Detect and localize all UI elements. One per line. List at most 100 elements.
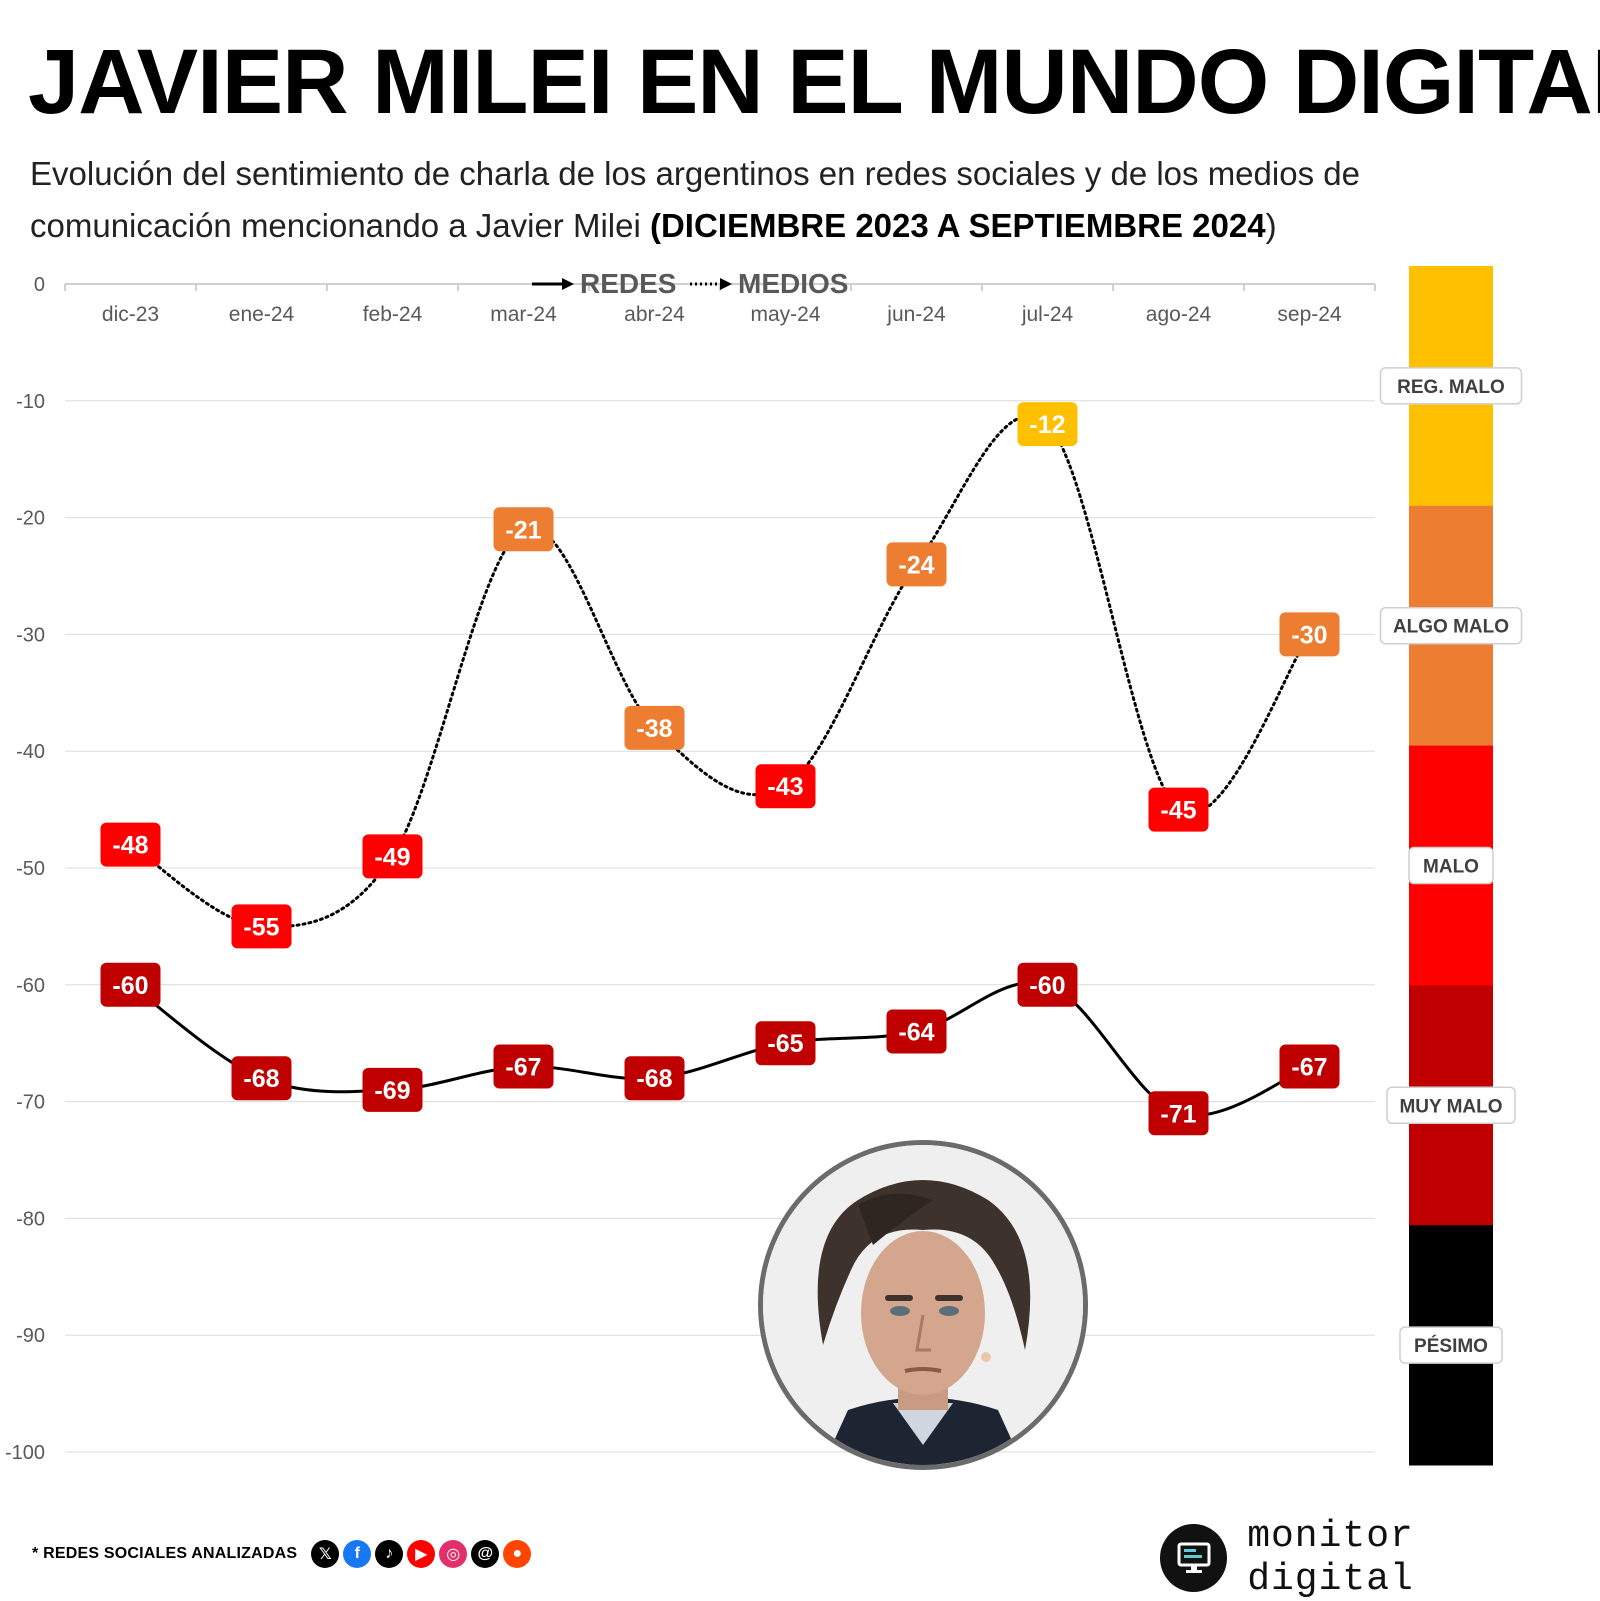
data-label: -60 bbox=[112, 972, 148, 1000]
series-line-medios bbox=[129, 414, 1311, 929]
data-label: -67 bbox=[1291, 1054, 1327, 1082]
data-label-box bbox=[231, 904, 292, 949]
data-label: -12 bbox=[1029, 411, 1065, 439]
data-point-redes: -65 bbox=[755, 1021, 816, 1066]
y-tick-label: -100 bbox=[5, 1442, 45, 1464]
y-tick-label: -30 bbox=[16, 624, 45, 646]
data-label: -71 bbox=[1160, 1100, 1196, 1128]
data-label-box bbox=[362, 1067, 423, 1112]
sentiment-scale: REG. MALO ALGO MALO MALO MUY MALO PÉSIMO bbox=[1379, 266, 1523, 1466]
data-label: -30 bbox=[1291, 621, 1327, 649]
data-label-box bbox=[362, 834, 423, 879]
scale-label: MUY MALO bbox=[1399, 1096, 1502, 1117]
data-label-box bbox=[1017, 962, 1078, 1007]
data-label-box bbox=[624, 705, 685, 750]
x-tick-label: ene-24 bbox=[229, 303, 295, 326]
legend-redes-label: REDES bbox=[580, 268, 676, 299]
y-tick-label: -70 bbox=[16, 1092, 45, 1114]
portrait-illustration bbox=[763, 1145, 1083, 1465]
y-tick-label: -90 bbox=[16, 1325, 45, 1347]
x-axis-ticks: dic-23 ene-24 feb-24 mar-24 abr-24 may-24 jun-… bbox=[102, 303, 1342, 326]
x-tick-label: jul-24 bbox=[1021, 303, 1074, 326]
data-label: -69 bbox=[374, 1077, 410, 1105]
data-point-medios: -38 bbox=[624, 705, 685, 750]
x-icon: 𝕏 bbox=[311, 1540, 340, 1568]
subtitle-date-range: (DICIEMBRE 2023 A SEPTIEMBRE 2024 bbox=[649, 207, 1266, 244]
y-tick-label: -60 bbox=[16, 975, 45, 997]
portrait-photo bbox=[758, 1140, 1088, 1470]
data-label: -49 bbox=[374, 843, 410, 871]
data-label: -67 bbox=[505, 1054, 541, 1082]
x-tick-label: sep-24 bbox=[1277, 303, 1342, 326]
x-tick-label: feb-24 bbox=[363, 303, 423, 326]
data-point-redes: -64 bbox=[886, 1009, 947, 1054]
data-labels: -60 -68 -69 -67 -68 -65 -64 -60 -71 -67 -48 -55 -49 -… bbox=[100, 402, 1340, 1136]
y-tick-label: 0 bbox=[34, 274, 45, 296]
scale-label-box bbox=[1408, 846, 1494, 885]
data-label: -68 bbox=[243, 1065, 279, 1093]
y-tick-label: -50 bbox=[16, 858, 45, 880]
scale-label: ALGO MALO bbox=[1393, 617, 1509, 638]
data-point-redes: -60 bbox=[100, 962, 161, 1007]
x-tick-label: dic-23 bbox=[102, 303, 159, 326]
data-label: -55 bbox=[243, 913, 279, 941]
data-point-medios: -12 bbox=[1017, 402, 1078, 447]
grid-lines bbox=[64, 283, 1376, 1453]
data-label-box bbox=[100, 962, 161, 1007]
data-point-redes: -69 bbox=[362, 1067, 423, 1112]
data-point-medios: -49 bbox=[362, 834, 423, 879]
subtitle-text: Evolución del sentimiento de charla de l… bbox=[30, 155, 1360, 244]
x-tick-label: mar-24 bbox=[490, 303, 557, 326]
data-point-medios: -24 bbox=[886, 542, 947, 587]
data-label-box bbox=[1017, 402, 1078, 447]
data-point-redes: -67 bbox=[1279, 1044, 1340, 1089]
data-point-medios: -43 bbox=[755, 764, 816, 809]
data-label: -45 bbox=[1160, 797, 1196, 825]
data-label-box bbox=[231, 1056, 292, 1101]
threads-icon: @ bbox=[471, 1540, 500, 1568]
brand: monitor digital bbox=[1160, 1515, 1600, 1601]
data-label: -24 bbox=[898, 551, 934, 579]
data-point-medios: -48 bbox=[100, 822, 161, 867]
data-point-redes: -60 bbox=[1017, 962, 1078, 1007]
data-point-medios: -30 bbox=[1279, 612, 1340, 657]
legend-medios-arrow bbox=[720, 278, 732, 290]
y-tick-label: -80 bbox=[16, 1208, 45, 1230]
scale-label-box bbox=[1379, 367, 1523, 405]
monitor-icon bbox=[1160, 1524, 1228, 1592]
facebook-icon: f bbox=[343, 1540, 372, 1568]
x-tick-label: abr-24 bbox=[624, 303, 685, 326]
data-label-box bbox=[493, 1044, 554, 1089]
data-label: -21 bbox=[505, 516, 541, 544]
data-label-box bbox=[624, 1056, 685, 1101]
data-label-box bbox=[1279, 1044, 1340, 1089]
data-label: -64 bbox=[898, 1019, 934, 1047]
reddit-icon: ● bbox=[503, 1540, 532, 1568]
data-label: -43 bbox=[767, 773, 803, 801]
scale-label-box bbox=[1379, 606, 1523, 645]
data-label: -60 bbox=[1029, 972, 1065, 1000]
instagram-icon: ◎ bbox=[439, 1540, 468, 1568]
data-label-box bbox=[100, 822, 161, 867]
y-tick-label: -10 bbox=[16, 391, 45, 413]
sentiment-line-chart: 0 -10 -20 -30 -40 -50 -60 -70 -80 -90 -100 dic-23 e… bbox=[5, 266, 1523, 1466]
data-label: -65 bbox=[767, 1030, 803, 1058]
data-point-medios: -45 bbox=[1148, 787, 1209, 832]
x-tick-label: jun-24 bbox=[886, 303, 946, 326]
subtitle-close: ) bbox=[1265, 207, 1277, 244]
scale-label-box bbox=[1386, 1086, 1516, 1125]
scale-label: REG. MALO bbox=[1397, 377, 1505, 398]
series-line-redes bbox=[129, 981, 1311, 1117]
series-lines bbox=[129, 414, 1311, 1117]
x-tick-label: ago-24 bbox=[1146, 303, 1212, 326]
y-axis-ticks: 0 -10 -20 -30 -40 -50 -60 -70 -80 -90 -100 bbox=[5, 274, 45, 1464]
scale-label: PÉSIMO bbox=[1414, 1335, 1488, 1357]
data-label-box bbox=[1148, 1091, 1209, 1136]
brand-name: monitor digital bbox=[1247, 1515, 1414, 1601]
data-point-medios: -21 bbox=[493, 507, 554, 552]
legend: REDES MEDIOS bbox=[532, 268, 848, 299]
data-point-redes: -71 bbox=[1148, 1091, 1209, 1136]
data-label-box bbox=[886, 1009, 947, 1054]
